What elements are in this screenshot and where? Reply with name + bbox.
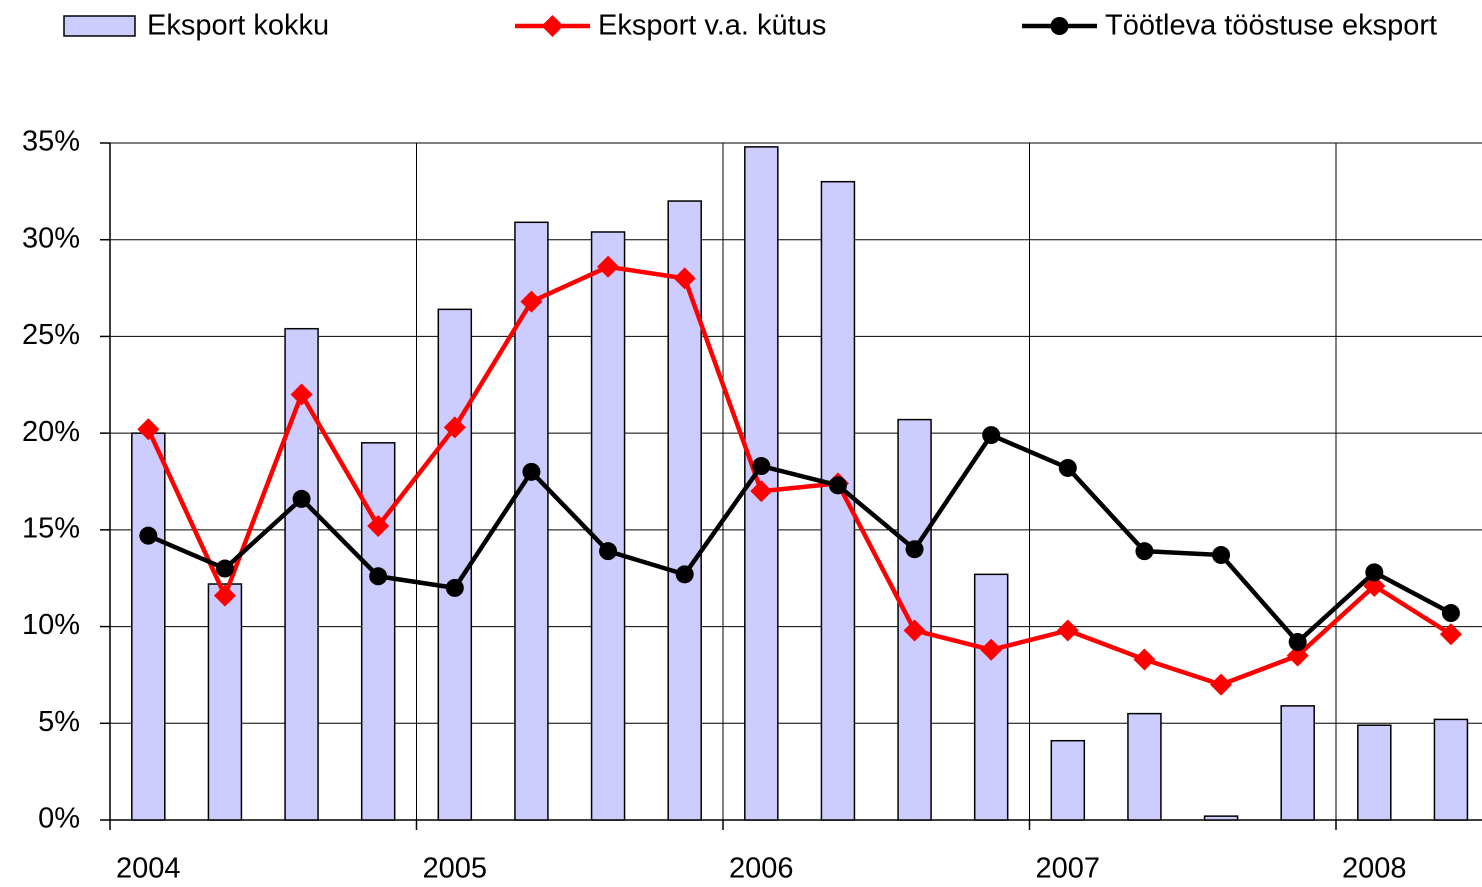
marker [1210, 673, 1233, 696]
x-tick-label: 2006 [729, 853, 794, 885]
marker [522, 462, 541, 481]
marker [750, 480, 773, 503]
marker [905, 540, 924, 559]
marker [1135, 542, 1154, 561]
bar [437, 308, 473, 821]
y-tick-label: 15% [22, 513, 80, 545]
marker [903, 619, 926, 642]
marker [1212, 546, 1231, 565]
y-tick-label: 0% [38, 803, 80, 835]
legend-label: Eksport v.a. kütus [598, 10, 826, 42]
marker [980, 638, 1003, 661]
marker [597, 255, 620, 278]
marker [1058, 458, 1077, 477]
line [147, 432, 1452, 645]
bar [1203, 815, 1239, 821]
marker [139, 526, 158, 545]
x-tick-label: 2008 [1342, 853, 1407, 885]
bar [1357, 724, 1392, 821]
legend-label: Töötleva tööstuse eksport [1105, 10, 1437, 42]
x-tick-label: 2005 [423, 853, 488, 885]
legend-marker [1050, 17, 1069, 35]
y-tick-label: 20% [22, 416, 80, 448]
bar [1127, 712, 1162, 821]
y-tick-label: 25% [22, 319, 80, 351]
bar [667, 200, 702, 821]
bar [1433, 718, 1469, 821]
x-tick-label: 2004 [116, 853, 181, 885]
marker [213, 584, 236, 607]
bar [1280, 705, 1315, 821]
marker [1363, 574, 1386, 597]
bar [590, 231, 626, 821]
marker [137, 418, 160, 441]
legend-swatch [63, 15, 136, 37]
marker [1439, 623, 1462, 646]
marker [367, 514, 390, 537]
marker [982, 426, 1001, 445]
marker [292, 489, 311, 508]
marker [1288, 633, 1307, 652]
line [146, 264, 1453, 687]
marker [1133, 648, 1156, 671]
marker [675, 565, 694, 584]
marker [443, 416, 466, 439]
marker [520, 290, 543, 313]
marker [752, 457, 771, 476]
bar [973, 573, 1009, 821]
marker [369, 567, 388, 586]
marker [1056, 619, 1079, 642]
marker [599, 542, 618, 561]
x-tick-label: 2007 [1036, 853, 1101, 885]
marker [445, 578, 464, 597]
marker [1365, 563, 1384, 582]
bar [207, 583, 243, 821]
bar [131, 432, 166, 821]
marker [1286, 644, 1309, 667]
legend-marker [541, 15, 564, 37]
y-tick-label: 10% [22, 609, 80, 641]
marker [828, 476, 847, 495]
y-tick-label: 30% [22, 222, 80, 254]
legend-label: Eksport kokku [147, 10, 329, 42]
marker [215, 559, 234, 578]
marker [1441, 604, 1460, 623]
marker [673, 267, 696, 290]
y-tick-label: 35% [22, 126, 80, 158]
marker [290, 383, 313, 406]
bar [360, 442, 396, 821]
y-tick-label: 5% [38, 706, 80, 738]
bar [1050, 739, 1086, 821]
